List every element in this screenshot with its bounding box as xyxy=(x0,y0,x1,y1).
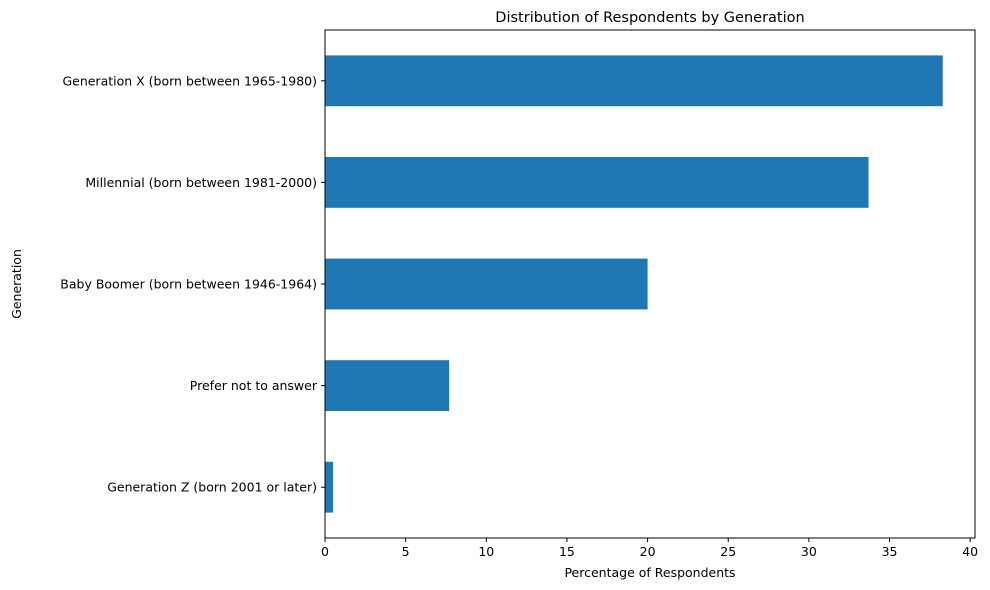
bars-group xyxy=(325,55,943,513)
x-tick-label: 40 xyxy=(962,544,978,559)
bar xyxy=(325,55,943,107)
x-tick-label: 20 xyxy=(640,544,656,559)
x-tick-label: 25 xyxy=(720,544,736,559)
x-tick-label: 5 xyxy=(402,544,410,559)
y-axis-label: Generation xyxy=(9,249,24,319)
y-tick-label: Generation X (born between 1965-1980) xyxy=(62,73,317,88)
x-tick-label: 35 xyxy=(882,544,898,559)
bar xyxy=(325,258,648,310)
plot-frame xyxy=(324,29,976,539)
bar xyxy=(325,157,869,208)
bar xyxy=(325,360,450,411)
chart-title: Distribution of Respondents by Generatio… xyxy=(495,10,804,26)
y-tick-label: Baby Boomer (born between 1946-1964) xyxy=(60,277,317,292)
x-axis-label: Percentage of Respondents xyxy=(564,565,735,580)
x-tick-label: 0 xyxy=(321,544,329,559)
x-tick-label: 30 xyxy=(801,544,817,559)
y-tick-label: Prefer not to answer xyxy=(190,378,318,393)
y-tick-label: Millennial (born between 1981-2000) xyxy=(85,175,317,190)
x-tick-label: 15 xyxy=(559,544,575,559)
x-ticks-group: 0 5 10 15 20 25 30 35 40 xyxy=(321,538,978,559)
y-tick-label: Generation Z (born 2001 or later) xyxy=(107,480,317,495)
x-tick-label: 10 xyxy=(478,544,494,559)
y-ticks-group: Generation X (born between 1965-1980) Mil… xyxy=(60,73,325,495)
bar xyxy=(325,461,334,513)
